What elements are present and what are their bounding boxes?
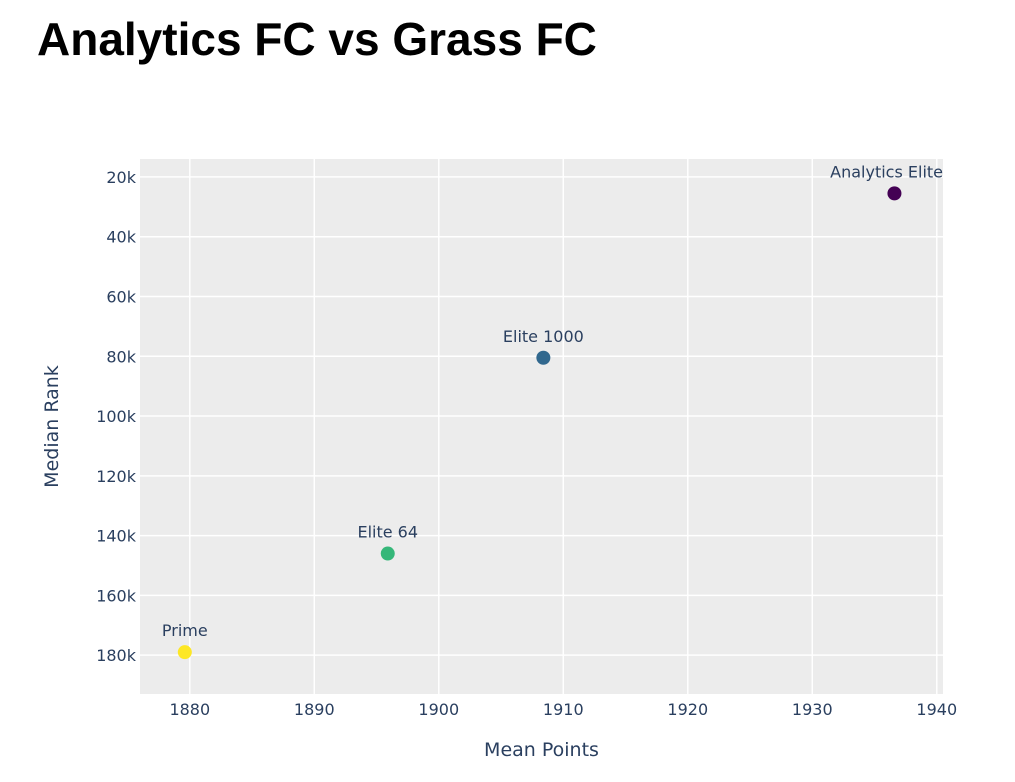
chart-title: Analytics FC vs Grass FC (37, 13, 597, 65)
y-tick-label: 140k (96, 527, 137, 546)
x-gridlines (189, 159, 938, 694)
plot-area (140, 159, 943, 694)
data-point-label: Prime (162, 621, 208, 640)
x-tick-label: 1880 (169, 700, 210, 719)
data-point-label: Elite 64 (357, 523, 418, 542)
data-point (177, 645, 192, 660)
y-tick-label: 40k (106, 228, 136, 247)
y-axis-ticks: 20k 40k 60k 80k 100k 120k 140k 160k 180k (96, 168, 137, 665)
data-points: Analytics Elite Elite 1000 Elite 64 Prime (162, 162, 943, 660)
x-tick-label: 1930 (792, 700, 833, 719)
y-tick-label: 180k (96, 646, 137, 665)
y-tick-label: 80k (106, 347, 136, 366)
y-axis-title: Median Rank (41, 365, 63, 488)
y-tick-label: 160k (96, 586, 137, 605)
y-tick-label: 60k (106, 287, 136, 306)
x-tick-label: 1940 (916, 700, 957, 719)
x-tick-label: 1910 (543, 700, 584, 719)
x-axis-title: Mean Points (484, 739, 599, 761)
y-tick-label: 120k (96, 467, 137, 486)
x-tick-label: 1920 (667, 700, 708, 719)
y-tick-label: 20k (106, 168, 136, 187)
data-point-label: Elite 1000 (503, 327, 584, 346)
data-point-label: Analytics Elite (830, 162, 943, 181)
data-point (536, 350, 551, 365)
x-tick-label: 1900 (418, 700, 459, 719)
data-point (887, 186, 902, 201)
data-point (380, 546, 395, 561)
x-axis-ticks: 1880 1890 1900 1910 1920 1930 1940 (169, 700, 957, 719)
x-tick-label: 1890 (294, 700, 335, 719)
y-tick-label: 100k (96, 407, 137, 426)
